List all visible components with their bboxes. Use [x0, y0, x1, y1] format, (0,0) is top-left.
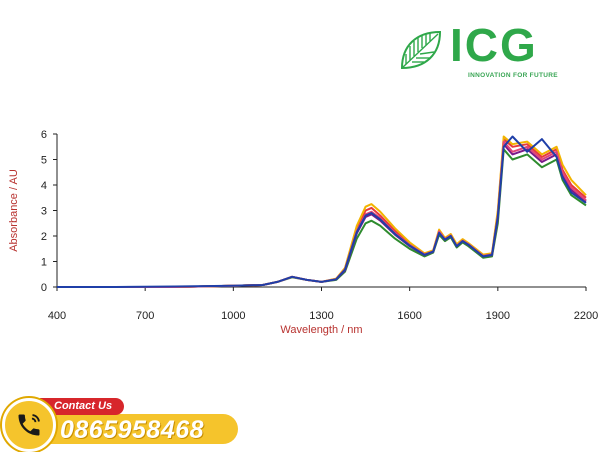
y-tick-label: 5: [41, 155, 47, 167]
x-tick-label: 700: [136, 310, 154, 322]
y-axis-label: Absorbance / AU: [8, 169, 20, 252]
y-tick-label: 2: [41, 231, 47, 243]
brand-name: ICG: [450, 19, 538, 71]
brand-logo: ICG INNOVATION FOR FUTURE: [398, 19, 568, 84]
contact-phone-button[interactable]: [2, 398, 56, 452]
y-tick-label: 6: [41, 129, 47, 141]
x-tick-label: 1000: [221, 310, 245, 322]
series-line-4: [57, 135, 587, 288]
contact-phone-number[interactable]: 0865958468: [60, 416, 205, 444]
series-line-5: [57, 140, 587, 288]
series-line-3: [57, 138, 587, 288]
y-tick-label: 1: [41, 257, 47, 269]
brand-tagline: INNOVATION FOR FUTURE: [468, 72, 558, 79]
x-tick-label: 400: [48, 310, 66, 322]
x-tick-label: 2200: [574, 310, 598, 322]
x-tick-label: 1900: [486, 310, 510, 322]
chart-series-layer: [57, 135, 587, 288]
contact-badge[interactable]: Contact Us 0865958468: [0, 394, 250, 452]
series-line-2: [57, 143, 587, 288]
y-tick-label: 3: [41, 206, 47, 218]
series-line-1: [57, 148, 587, 288]
absorbance-chart: 0 1 2 3 4 5 6 400 700 1000 1300 1600 1900 2200 Wavelen…: [8, 129, 598, 336]
x-tick-label: 1600: [397, 310, 421, 322]
contact-label: Contact Us: [40, 398, 125, 415]
y-tick-label: 4: [41, 180, 47, 192]
x-tick-label: 1300: [309, 310, 333, 322]
contact-bar: [24, 414, 238, 444]
chart-labels: 0 1 2 3 4 5 6 400 700 1000 1300 1600 1900 2200 Wavelen…: [8, 129, 598, 336]
chart-axes: [53, 133, 587, 291]
x-axis-label: Wavelength / nm: [280, 324, 362, 336]
series-line-6: [57, 135, 587, 288]
leaf-icon: [400, 30, 442, 70]
y-tick-label: 0: [41, 282, 47, 294]
phone-icon: [18, 414, 40, 436]
